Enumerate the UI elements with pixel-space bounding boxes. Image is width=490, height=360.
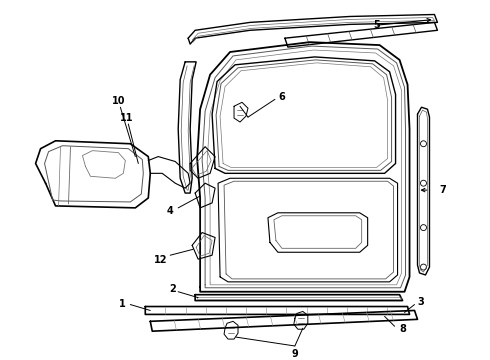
Text: 11: 11 [120, 113, 133, 123]
Text: 5: 5 [373, 21, 380, 30]
Text: 7: 7 [440, 185, 446, 195]
Text: 10: 10 [112, 96, 125, 106]
Text: 6: 6 [278, 93, 285, 102]
Text: 12: 12 [153, 255, 167, 265]
Text: 2: 2 [169, 284, 175, 294]
Text: 8: 8 [399, 324, 406, 334]
Text: 1: 1 [119, 298, 126, 309]
Text: 9: 9 [292, 349, 298, 359]
Text: 4: 4 [167, 206, 173, 216]
Text: 3: 3 [417, 297, 424, 307]
